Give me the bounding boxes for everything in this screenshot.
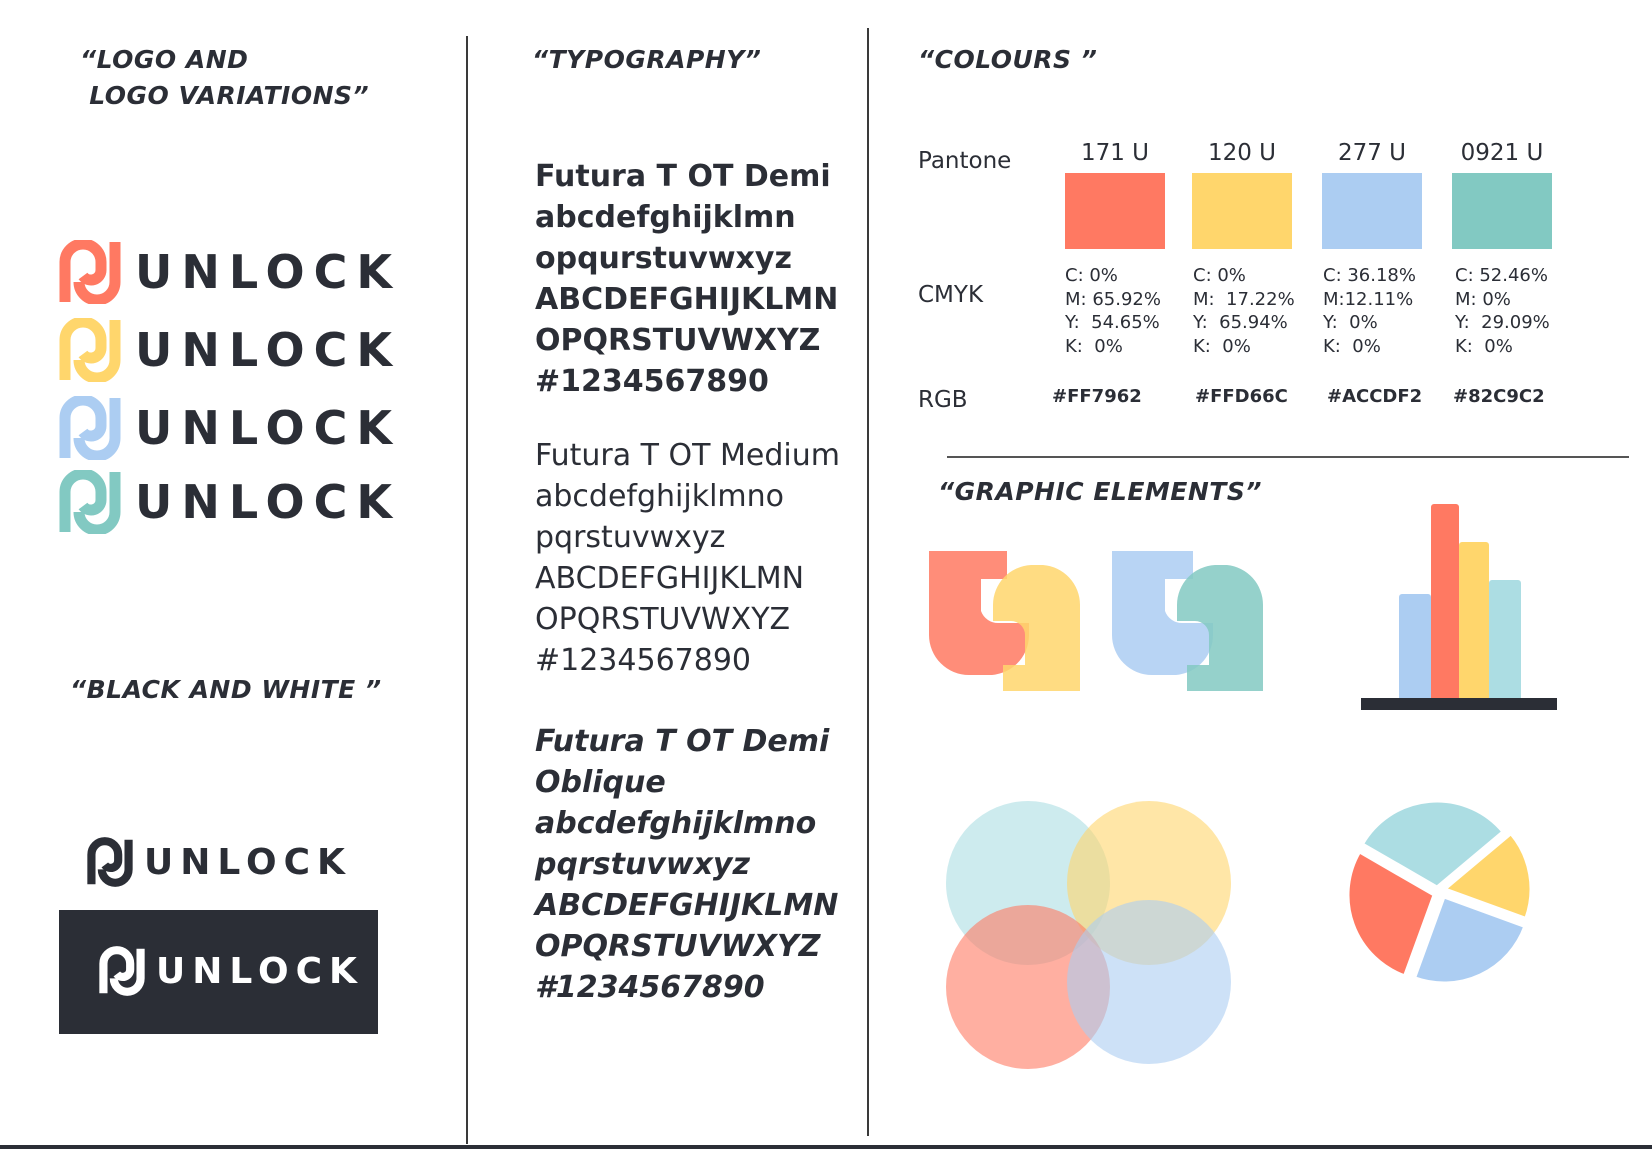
divider-right	[867, 28, 869, 1136]
type-line: ABCDEFGHIJKLMN	[535, 561, 805, 596]
divider-left	[466, 36, 468, 1144]
rgb-hex: #FFD66C	[1195, 386, 1288, 407]
logo-wordmark: UNLOCK	[144, 841, 352, 883]
logo-wordmark: UNLOCK	[135, 245, 402, 299]
graphic-pie-slice	[1360, 800, 1505, 889]
graphic-pie-slice	[1442, 831, 1533, 921]
graphic-bar-chart	[1361, 504, 1557, 710]
unlock-mark-icon	[87, 837, 133, 887]
unlock-mark-icon	[59, 318, 121, 382]
graphic-pie	[1346, 800, 1533, 985]
type-line: Futura T OT Demi	[535, 159, 831, 194]
type-line: opqurstuvwxyz	[535, 241, 792, 276]
pantone-code: 277 U	[1337, 140, 1407, 166]
heading-graphic-elements: “GRAPHIC ELEMENTS”	[938, 477, 1262, 506]
heading-black-and-white: “BLACK AND WHITE ”	[70, 675, 382, 704]
label-rgb: RGB	[918, 387, 968, 413]
colour-swatch	[1192, 173, 1292, 249]
unlock-mark-icon	[59, 470, 121, 534]
type-sample-demi-oblique: Futura T OT Demi Oblique abcdefghijklmno pq…	[535, 721, 838, 1008]
heading-typography: “TYPOGRAPHY”	[532, 45, 762, 74]
type-line: #1234567890	[535, 970, 765, 1005]
type-line: abcdefghijklmn	[535, 200, 796, 235]
type-line: OPQRSTUVWXYZ	[535, 929, 821, 964]
type-line: #1234567890	[535, 643, 752, 678]
cmyk-values: C: 52.46% M: 0% Y: 29.09% K: 0%	[1455, 265, 1550, 357]
logo-white-on-dark	[59, 910, 378, 1034]
type-line: #1234567890	[535, 364, 769, 399]
type-line: Futura T OT Demi	[535, 724, 830, 759]
unlock-mark-icon	[99, 946, 145, 996]
pantone-code: 0921 U	[1460, 140, 1544, 166]
unlock-mark-icon	[59, 240, 121, 304]
type-line: abcdefghijklmno	[535, 806, 817, 841]
rgb-hex: #ACCDF2	[1327, 386, 1423, 407]
colour-swatch	[1452, 173, 1552, 249]
colour-swatch	[1322, 173, 1422, 249]
graphic-shapes	[929, 551, 1264, 691]
graphic-venn-circle	[946, 905, 1110, 1069]
type-sample-demi: Futura T OT Demi abcdefghijklmn opqurstuvw…	[535, 156, 838, 402]
rgb-hex: #82C9C2	[1453, 386, 1545, 407]
graphic-venn-circle	[1067, 900, 1231, 1064]
shape-teal	[1177, 565, 1264, 691]
shape-coral	[929, 551, 1029, 676]
cmyk-values: C: 0% M: 65.92% Y: 54.65% K: 0%	[1065, 265, 1161, 357]
logo-wordmark: UNLOCK	[135, 323, 402, 377]
type-line: Futura T OT Medium	[535, 438, 840, 473]
logo-variation: UNLOCK	[55, 240, 401, 304]
cmyk-values: C: 0% M: 17.22% Y: 65.94% K: 0%	[1193, 265, 1295, 357]
logo-black: UNLOCK	[84, 837, 352, 887]
graphic-bar	[1459, 542, 1489, 706]
graphic-pie-slice	[1412, 895, 1527, 985]
label-pantone: Pantone	[918, 148, 1012, 174]
logo-variation: UNLOCK	[55, 470, 401, 534]
cmyk-values: C: 36.18% M:12.11% Y: 0% K: 0%	[1323, 265, 1416, 357]
type-line: pqrstuvwxyz	[535, 847, 750, 882]
pantone-code: 120 U	[1207, 140, 1277, 166]
graphic-bar	[1431, 504, 1459, 706]
logo-wordmark: UNLOCK	[135, 475, 402, 529]
rgb-hex: #FF7962	[1052, 386, 1142, 407]
logo-wordmark: UNLOCK	[156, 950, 364, 992]
colour-swatch	[1065, 173, 1165, 249]
logo-variation: UNLOCK	[55, 396, 401, 460]
type-line: OPQRSTUVWXYZ	[535, 323, 821, 358]
shape-yellow	[993, 565, 1081, 691]
logo-white: UNLOCK	[96, 946, 364, 996]
heading-colours: “COLOURS ”	[918, 45, 1098, 74]
type-sample-medium: Futura T OT Medium abcdefghijklmno pqrstuv…	[535, 435, 840, 681]
divider-graphic	[947, 456, 1629, 458]
graphic-bar	[1399, 594, 1431, 706]
shape-blue	[1112, 551, 1213, 676]
type-line: pqrstuvwxyz	[535, 520, 726, 555]
graphic-bar-base	[1361, 698, 1557, 710]
type-line: ABCDEFGHIJKLMN	[535, 888, 839, 923]
type-line: abcdefghijklmno	[535, 479, 785, 514]
bottom-rule	[0, 1145, 1652, 1149]
graphic-bar	[1489, 580, 1521, 706]
type-line: OPQRSTUVWXYZ	[535, 602, 791, 637]
graphic-venn	[946, 801, 1231, 1069]
heading-logo: “LOGO AND LOGO VARIATIONS”	[80, 45, 370, 110]
label-cmyk: CMYK	[918, 282, 984, 308]
type-line: ABCDEFGHIJKLMN	[535, 282, 839, 317]
type-line: Oblique	[535, 765, 666, 800]
pantone-code: 171 U	[1080, 140, 1150, 166]
logo-wordmark: UNLOCK	[135, 401, 402, 455]
graphic-pie-slice	[1346, 849, 1436, 978]
unlock-mark-icon	[59, 396, 121, 460]
logo-variation: UNLOCK	[55, 318, 401, 382]
